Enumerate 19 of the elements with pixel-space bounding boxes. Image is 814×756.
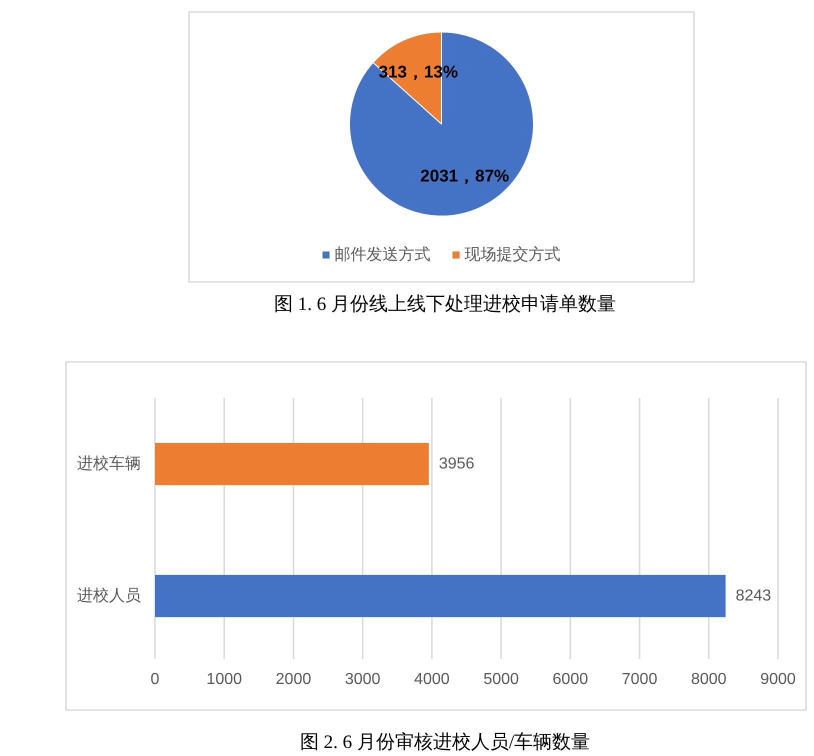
x-tick-label: 4000: [414, 671, 450, 688]
data-label: 8243: [736, 588, 772, 604]
x-tick-label: 7000: [622, 671, 658, 688]
x-tick-label: 1000: [206, 671, 242, 688]
data-label: 2031，87%: [420, 166, 510, 186]
legend-label: 邮件发送方式: [334, 246, 430, 264]
legend-label: 现场提交方式: [464, 246, 560, 264]
y-tick-label: 进校车辆: [77, 454, 141, 472]
x-tick-label: 3000: [344, 671, 381, 688]
x-tick-label: 6000: [552, 671, 588, 688]
data-label: 3956: [438, 456, 475, 472]
x-tick-label: 5000: [483, 671, 520, 688]
x-tick-label: 8000: [690, 671, 727, 688]
x-tick-label: 9000: [760, 671, 796, 688]
x-tick-label: 0: [150, 671, 160, 688]
text: 图 1. 6 月份线上线下处理进校申请单数量: [274, 294, 616, 315]
text: 图 2. 6 月份审核进校人员/车辆数量: [300, 731, 590, 753]
y-tick-label: 进校人员: [77, 586, 141, 604]
x-tick-label: 2000: [276, 671, 312, 688]
